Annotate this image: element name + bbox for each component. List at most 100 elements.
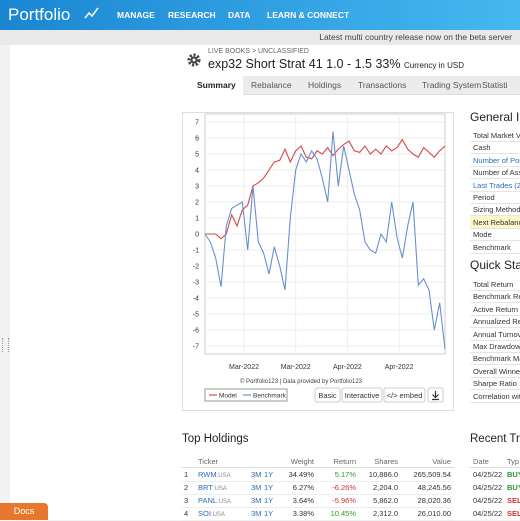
row-line: [470, 240, 520, 242]
chart-button[interactable]: [383, 387, 426, 403]
period-link[interactable]: 1Y: [264, 470, 274, 479]
banner[interactable]: Latest multi country release now on the …: [319, 32, 512, 42]
breadcrumb[interactable]: LIVE BOOKS > UNCLASSIFIED: [208, 48, 309, 55]
cell-return: 5.17%: [334, 470, 356, 479]
period-link[interactable]: 1Y: [264, 483, 274, 492]
panel-row-label[interactable]: Last Trades (2: [473, 180, 520, 190]
chart-button-label[interactable]: </> embed: [387, 391, 423, 400]
period-link[interactable]: 3M: [251, 483, 262, 492]
currency: Currency in USD: [403, 61, 464, 70]
series-line: [204, 131, 446, 350]
side-handle[interactable]: [2, 338, 9, 352]
column-header: Value: [432, 457, 451, 466]
period-link[interactable]: 1Y: [264, 509, 274, 518]
panel-row-label: Next Rebalanc: [473, 217, 520, 227]
ticker[interactable]: SOI: [198, 509, 211, 518]
panel-row-label: Correlation wit: [473, 391, 520, 401]
cell-return: 10.45%: [330, 509, 356, 518]
ticker[interactable]: RWM: [198, 470, 217, 479]
period-link[interactable]: 1Y: [264, 496, 274, 505]
rank: 1: [184, 470, 189, 479]
row-line: [470, 339, 520, 341]
y-tick-label: -1: [193, 248, 199, 255]
column-header: Return: [333, 457, 356, 466]
panel-row-label: Total Return: [473, 280, 514, 289]
row-line: [470, 190, 520, 192]
cell-weight: 3.64%: [292, 496, 314, 505]
period-link[interactable]: 3M: [251, 470, 262, 479]
row-line: [470, 165, 520, 167]
row-line: [470, 178, 520, 180]
y-tick-label: 2: [195, 200, 199, 207]
cell-value: 265,509.54: [413, 470, 451, 479]
row-line: [470, 141, 520, 142]
period-link[interactable]: 3M: [251, 509, 262, 518]
panel-row-label: Period: [473, 193, 495, 202]
row-line: [182, 494, 454, 495]
gear-icon[interactable]: [186, 52, 202, 68]
nav-item[interactable]: RESEARCH: [168, 10, 216, 20]
nav-item[interactable]: LEARN & CONNECT: [267, 10, 350, 20]
panel-row-label: Overall Winner: [473, 366, 520, 376]
trade-type: BUY: [507, 483, 520, 492]
y-tick-label: 4: [195, 168, 199, 175]
download-icon: [432, 391, 439, 401]
trade-date: 04/25/22: [473, 483, 503, 492]
banner-bar: [0, 30, 520, 45]
legend-label: Model: [219, 393, 237, 400]
row-line: [470, 153, 520, 155]
chart-button-label[interactable]: Interactive: [345, 391, 380, 400]
ticker: PANL:USA: [198, 496, 231, 505]
logo[interactable]: Portfolio: [8, 5, 71, 24]
y-tick-label: 6: [195, 136, 199, 143]
ticker: RWM:USA: [198, 470, 231, 479]
tab[interactable]: Statisti: [482, 80, 508, 90]
panel-row-label[interactable]: Number of Pos: [473, 155, 520, 165]
ticker[interactable]: PANL: [198, 496, 218, 505]
exchange: :USA: [217, 499, 232, 505]
x-tick-label: Apr-2022: [385, 364, 414, 371]
docs-button[interactable]: Docs: [0, 503, 48, 520]
cell-value: 28,020.36: [417, 496, 451, 505]
title: exp32 Short Strat 41 1.0 - 1.5 33%: [208, 57, 401, 71]
y-tick-label: 3: [195, 184, 199, 191]
panel-row-label: Number of Ass: [473, 168, 520, 178]
row-line: [470, 401, 520, 403]
period-link[interactable]: 3M: [251, 496, 262, 505]
y-tick-label: -5: [193, 312, 199, 319]
panel-row-label: Benchmark Re: [473, 292, 520, 302]
row-line: [470, 302, 520, 304]
column-header: Shares: [374, 457, 398, 466]
active-tab-bg: [186, 76, 243, 95]
tab[interactable]: Rebalance: [251, 80, 292, 90]
nav-item[interactable]: DATA: [228, 10, 251, 20]
ticker[interactable]: BRT: [198, 483, 213, 492]
cell-weight: 34.49%: [288, 470, 314, 479]
cell-value: 26,010.00: [417, 509, 451, 518]
rank: 3: [184, 496, 189, 505]
x-tick-label: Mar-2022: [281, 364, 311, 371]
y-tick-label: -4: [193, 296, 199, 303]
column-header: Ticker: [198, 457, 219, 466]
exchange: :USA: [212, 486, 227, 492]
chart-button-label[interactable]: Basic: [318, 391, 337, 400]
section-title: Top Holdings: [182, 433, 249, 445]
tab[interactable]: Holdings: [308, 80, 342, 90]
chart-button[interactable]: [341, 387, 383, 403]
rank: 2: [184, 483, 189, 492]
exchange: :USA: [216, 473, 231, 479]
chart-button[interactable]: [314, 387, 341, 403]
tab[interactable]: Transactions: [358, 80, 407, 90]
page-title: exp32 Short Strat 41 1.0 - 1.5 33% Curre…: [208, 57, 464, 71]
highlight: [470, 215, 520, 228]
tab[interactable]: Summary: [197, 80, 236, 90]
y-tick-label: -6: [193, 328, 199, 335]
cell-shares: 2,204.0: [372, 483, 398, 492]
header-line: [470, 467, 520, 468]
section-title: Recent Tra: [470, 433, 520, 445]
row-line: [182, 481, 454, 482]
x-tick-label: Apr-2022: [333, 364, 362, 371]
nav-item[interactable]: MANAGE: [117, 10, 155, 20]
cell-value: 48,245.56: [417, 483, 451, 492]
tab[interactable]: Trading System: [422, 80, 482, 90]
